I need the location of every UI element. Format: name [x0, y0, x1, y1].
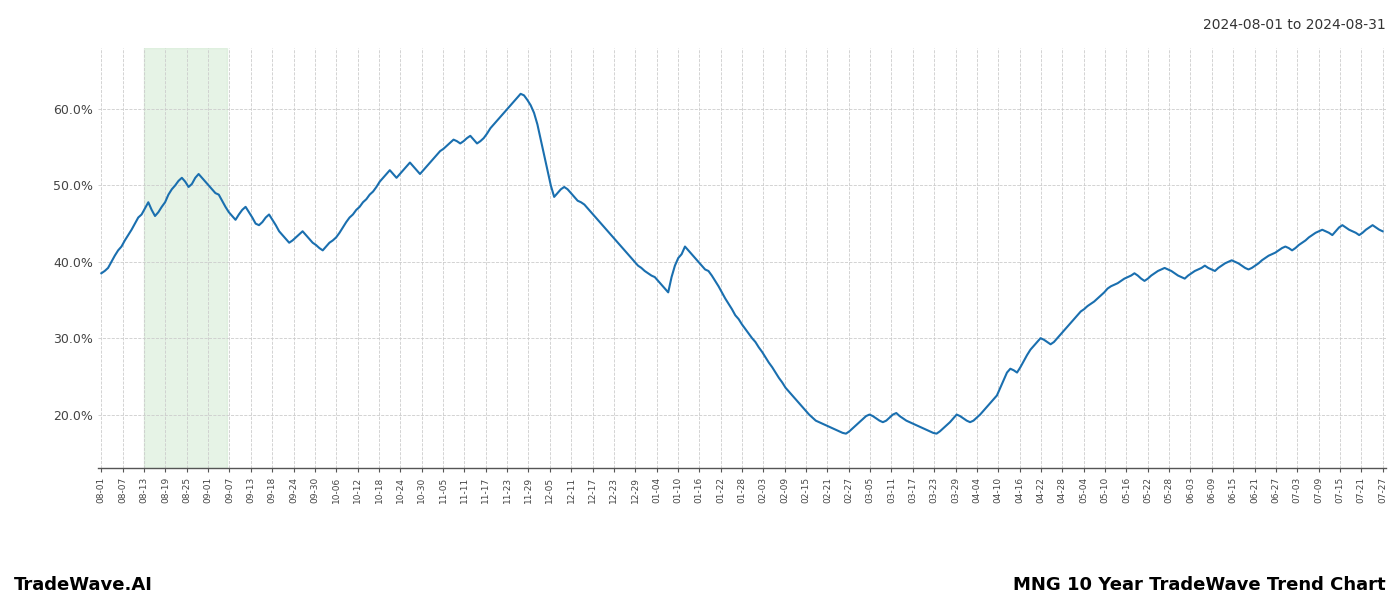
Text: MNG 10 Year TradeWave Trend Chart: MNG 10 Year TradeWave Trend Chart	[1014, 576, 1386, 594]
Text: 2024-08-01 to 2024-08-31: 2024-08-01 to 2024-08-31	[1203, 18, 1386, 32]
Text: TradeWave.AI: TradeWave.AI	[14, 576, 153, 594]
Bar	[144, 48, 227, 468]
